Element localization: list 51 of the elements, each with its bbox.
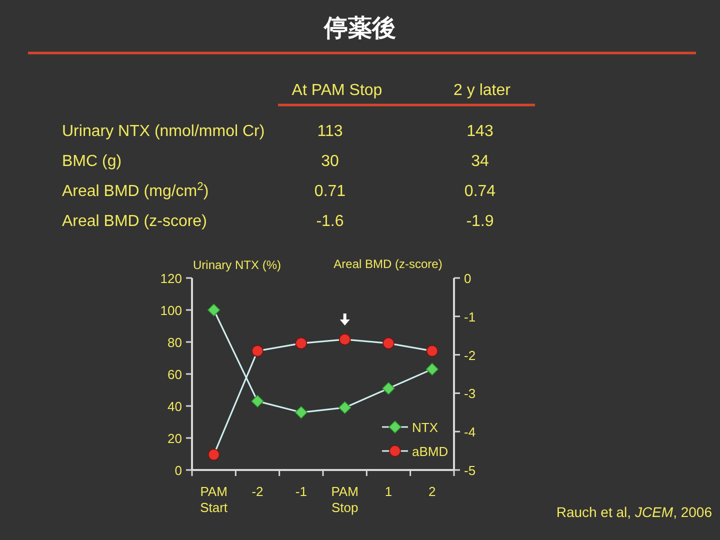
text: 0.71	[314, 183, 346, 200]
y-tick-label: 40	[168, 399, 182, 414]
x-tick-label: 1	[384, 484, 392, 499]
text: 30	[321, 153, 339, 170]
y-tick-label: 80	[168, 335, 182, 350]
legend-label: aBMD	[412, 444, 448, 459]
x-tick-label: -2	[252, 484, 264, 499]
y2-tick-label: -2	[464, 348, 476, 363]
y2-tick-label: 0	[464, 271, 472, 286]
x-tick-label: PAM Stop	[331, 484, 358, 515]
point	[294, 406, 308, 419]
text: 2 y later	[454, 82, 512, 99]
legend-label: NTX	[412, 420, 438, 435]
point	[426, 345, 438, 357]
x-tick-label: 2	[428, 484, 436, 499]
text: 34	[471, 153, 489, 170]
y-axis-title: Urinary NTX (%)	[192, 258, 282, 272]
y-tick-label: 0	[174, 463, 182, 478]
text: -1.6	[316, 213, 344, 230]
text: 0.74	[464, 183, 496, 200]
text: 113	[317, 123, 343, 140]
point	[382, 382, 395, 395]
text: Rauch et al, JCEM, 2006	[556, 504, 712, 520]
y2-axis-title: Areal BMD (z-score)	[334, 257, 442, 271]
text: BMC (g)	[62, 153, 122, 170]
x-tick-label: PAM Start	[200, 484, 228, 515]
point	[251, 394, 264, 408]
point	[252, 345, 264, 357]
y2-tick-label: -1	[464, 309, 476, 324]
y2-tick-label: -4	[464, 424, 476, 440]
x-tick-label: -1	[295, 484, 307, 499]
point	[207, 304, 220, 316]
text: Areal BMD (z-score)	[62, 213, 207, 230]
text: Urinary NTX (nmol/mmol Cr)	[62, 123, 265, 140]
point	[382, 337, 394, 350]
point	[338, 401, 352, 414]
point	[338, 334, 351, 346]
y-tick-label: 100	[160, 303, 182, 318]
y-tick-label: 120	[160, 271, 182, 286]
point	[295, 337, 308, 350]
point	[426, 362, 439, 376]
text: Areal BMD (mg/cm$^{2}$)	[62, 181, 209, 200]
y-tick-label: 60	[168, 367, 182, 382]
text: -1.9	[466, 213, 494, 230]
point	[208, 448, 220, 461]
y-tick-label: 20	[168, 431, 182, 446]
y2-tick-label: -3	[464, 386, 476, 402]
text: 停薬後	[323, 15, 396, 42]
text: 143	[466, 123, 494, 140]
y2-tick-label: -5	[464, 463, 476, 478]
text: At PAM Stop	[292, 82, 382, 99]
